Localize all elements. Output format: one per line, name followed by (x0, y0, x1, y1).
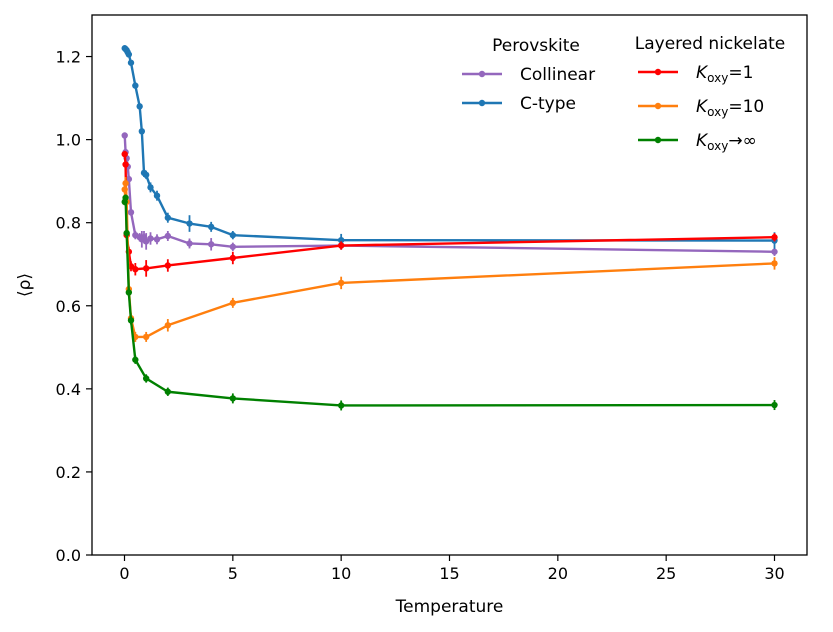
data-point (122, 161, 129, 168)
data-point (147, 235, 154, 242)
data-point (127, 209, 135, 216)
data-point (147, 184, 154, 191)
data-point (125, 289, 133, 296)
data-point (164, 232, 172, 240)
y-tick-label: 1.2 (56, 48, 81, 67)
data-point (127, 317, 135, 324)
data-point (207, 241, 215, 248)
y-tick-label: 0.0 (56, 546, 81, 565)
y-tick-label: 0.8 (56, 214, 81, 233)
x-tick-label: 15 (439, 564, 459, 583)
legend-label: C-type (520, 94, 576, 114)
data-point (127, 59, 135, 66)
data-point (771, 234, 778, 241)
y-tick-label: 0.6 (56, 297, 81, 316)
data-point (142, 375, 150, 382)
series-KoxyInf (121, 194, 778, 411)
y-axis: 0.0 0.2 0.4 0.6 0.8 1.0 1.2 (56, 48, 92, 565)
data-point (337, 242, 345, 249)
y-tick-label: 1.0 (56, 131, 81, 150)
legend-label: Koxy→∞ (696, 131, 757, 153)
data-point (132, 266, 139, 273)
legend-layer: Perovskite Collinear C-type Layered nickela… (462, 34, 785, 153)
data-point (136, 103, 143, 110)
y-axis-label: ⟨ρ⟩ (15, 273, 35, 297)
data-point (164, 214, 172, 221)
legend-perovskite: Perovskite Collinear C-type (462, 36, 595, 114)
data-point (771, 260, 778, 267)
legend-title: Layered nickelate (635, 34, 786, 54)
data-point (142, 333, 150, 341)
legend-marker (478, 99, 486, 107)
x-axis-label: Temperature (395, 597, 504, 617)
data-point (229, 231, 237, 239)
data-point (771, 401, 778, 409)
x-tick-label: 0 (119, 564, 129, 583)
legend-marker (478, 70, 486, 78)
data-point (121, 132, 128, 139)
data-point (122, 194, 129, 201)
data-point (229, 254, 237, 262)
legend-title: Perovskite (492, 36, 580, 56)
data-point (771, 248, 778, 255)
legend-marker (654, 102, 662, 110)
x-tick-label: 25 (656, 564, 676, 583)
data-point (229, 395, 237, 402)
data-point (186, 220, 193, 227)
data-point (142, 265, 150, 272)
data-point (337, 402, 345, 409)
data-point (153, 192, 161, 199)
data-point (164, 322, 172, 329)
data-point (138, 128, 146, 135)
data-point (121, 150, 128, 158)
legend-label: Koxy=10 (696, 97, 764, 119)
data-point (123, 229, 130, 237)
series-layer (121, 45, 778, 411)
data-point (164, 262, 172, 269)
x-axis: 0 5 10 15 20 25 30 (119, 555, 785, 583)
data-point (132, 82, 139, 89)
x-tick-label: 10 (331, 564, 351, 583)
data-point (186, 240, 193, 247)
y-tick-label: 0.4 (56, 380, 81, 399)
data-point (164, 388, 172, 395)
y-tick-label: 0.2 (56, 463, 81, 482)
data-point (337, 279, 345, 287)
data-point (122, 180, 129, 187)
data-point (207, 223, 215, 231)
x-tick-label: 20 (548, 564, 568, 583)
legend-label: Koxy=1 (696, 63, 753, 85)
data-point (229, 243, 237, 250)
x-tick-label: 5 (228, 564, 238, 583)
legend-marker (654, 136, 662, 144)
data-point (125, 51, 133, 58)
x-tick-label: 30 (764, 564, 784, 583)
legend-layered-nickelate: Layered nickelate Koxy=1 Koxy=10 Koxy→∞ (635, 34, 786, 153)
series-C-type (121, 45, 778, 249)
data-point (337, 236, 345, 244)
data-point (132, 356, 139, 363)
data-point (142, 171, 150, 179)
data-point (229, 299, 237, 307)
plot-area (91, 14, 808, 556)
data-point (153, 236, 161, 243)
legend-label: Collinear (520, 65, 595, 85)
legend-marker (654, 68, 662, 76)
